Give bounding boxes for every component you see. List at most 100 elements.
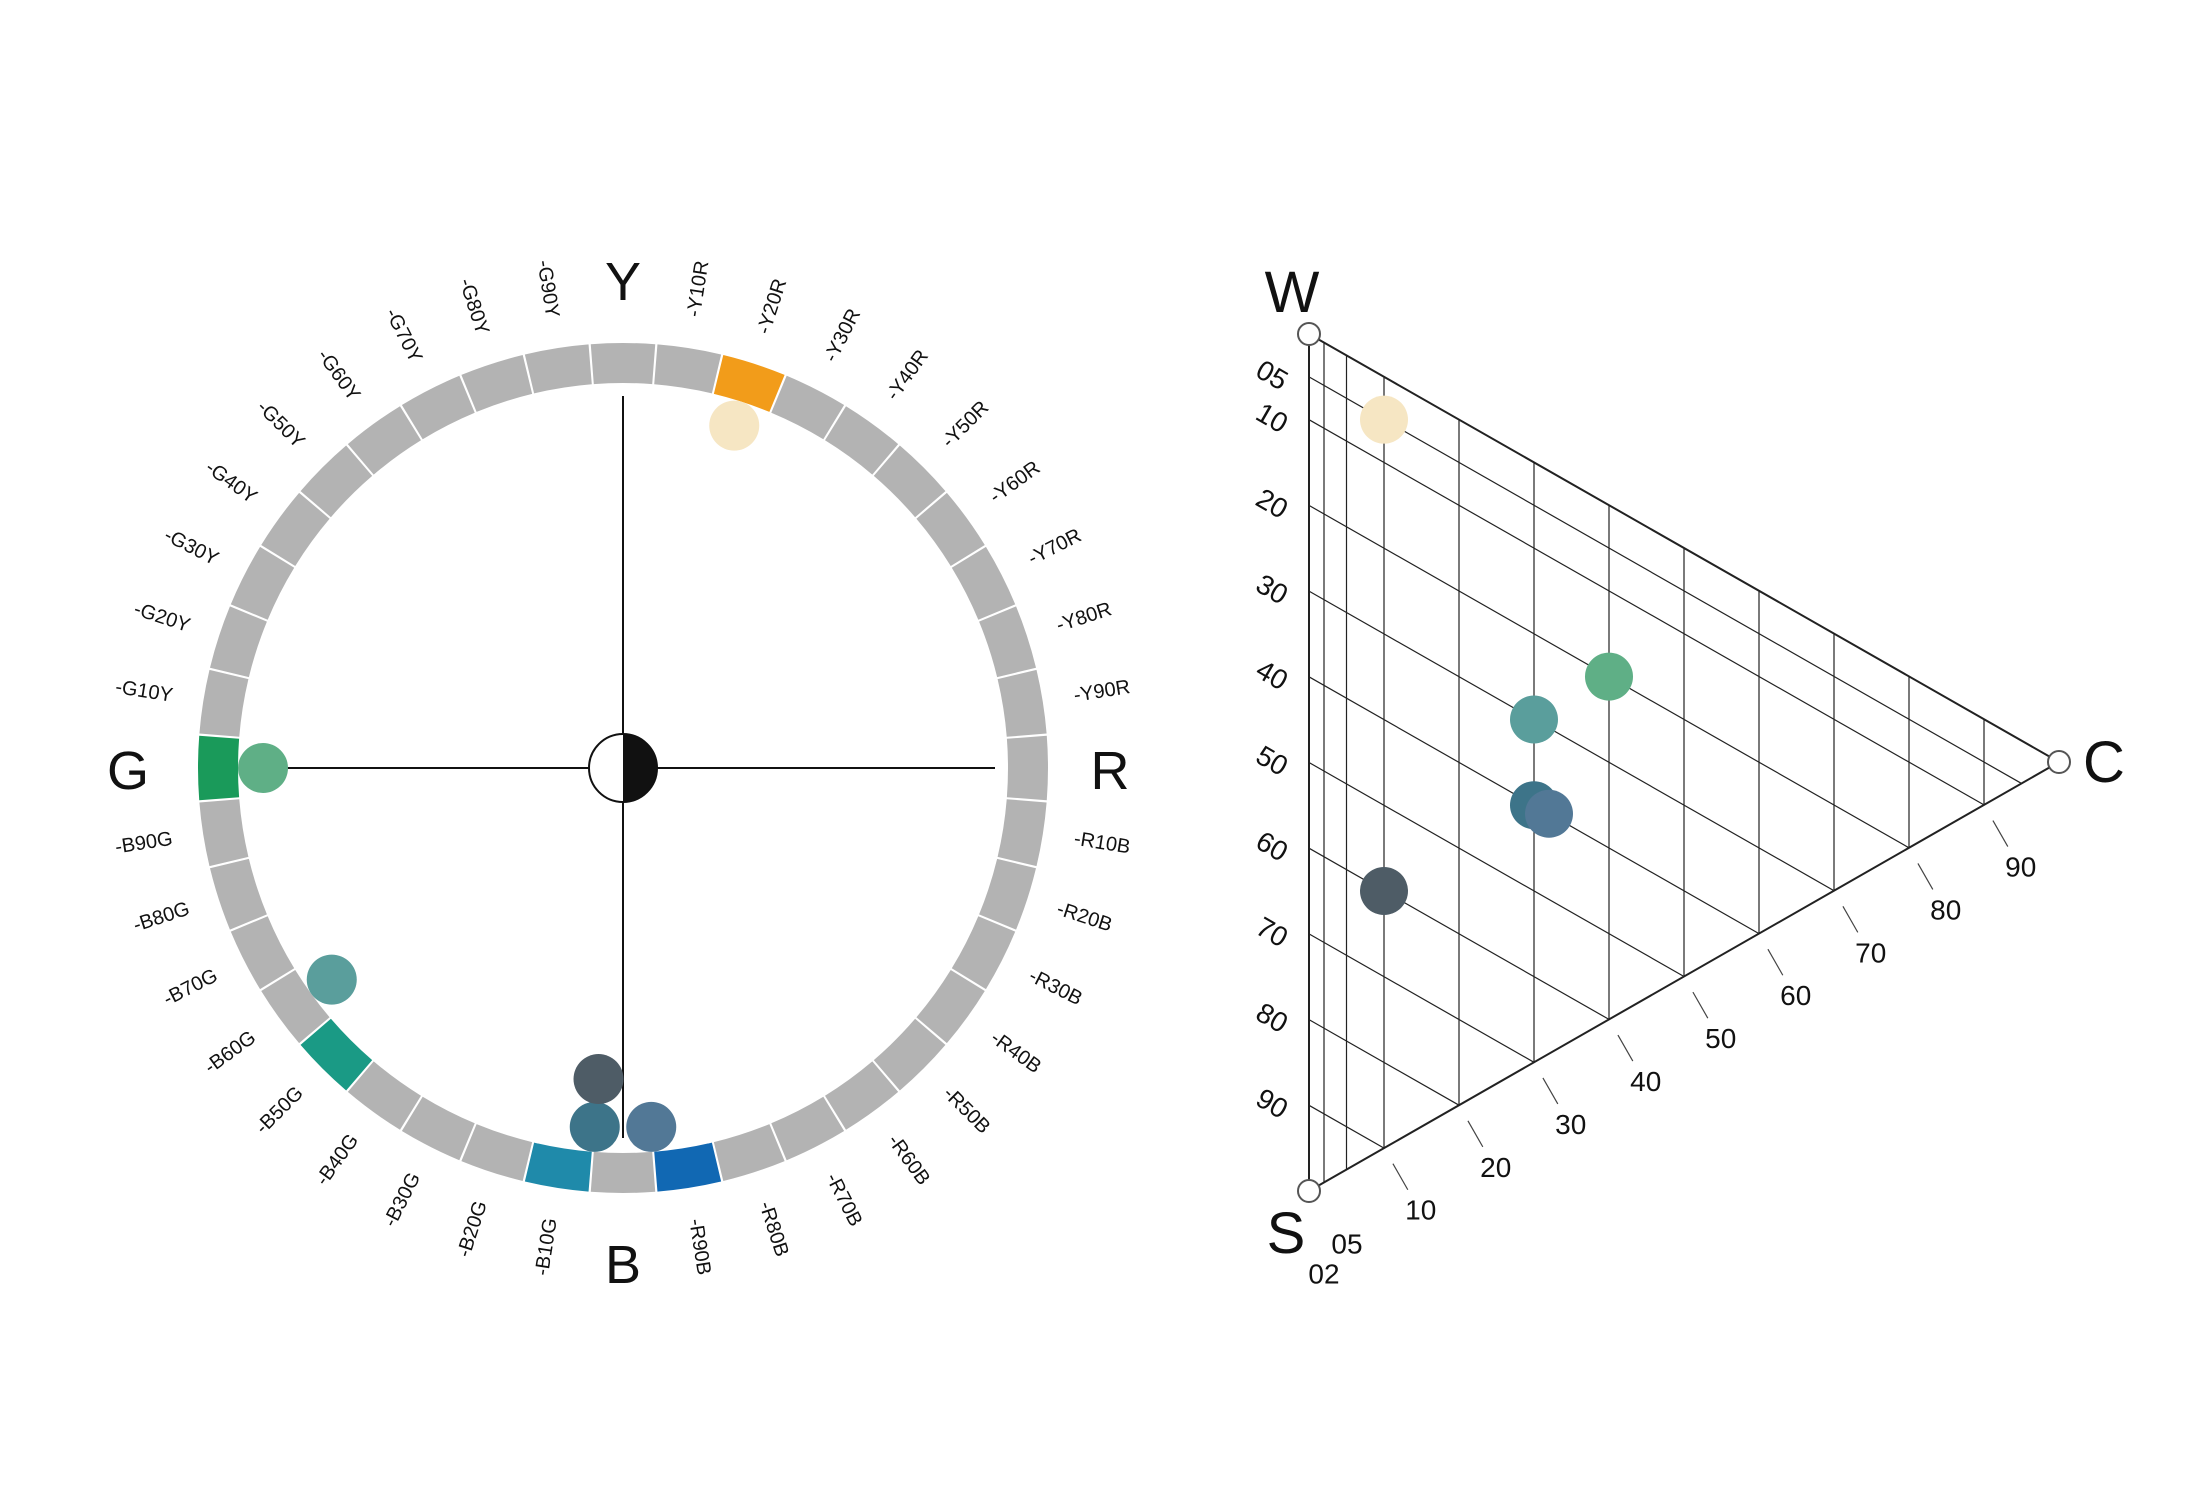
- pole-label-g: G: [107, 741, 149, 801]
- hue-label: -B40G: [311, 1130, 363, 1190]
- nuance-triangle: 0510203040506070809002051020304050607080…: [1251, 260, 2125, 1289]
- chromaticness-tick-label: 20: [1480, 1152, 1511, 1183]
- nuance-point: [1525, 789, 1573, 838]
- hue-label: -Y40R: [882, 346, 933, 405]
- hue-segment: [461, 355, 533, 412]
- pole-label-r: R: [1091, 741, 1130, 801]
- hue-segment: [1006, 735, 1049, 801]
- hue-label: -B20G: [453, 1198, 492, 1260]
- hue-label: -Y20R: [753, 276, 791, 337]
- blackness-gridline: [1308, 1104, 1385, 1149]
- blackness-tick-label: 20: [1251, 482, 1293, 524]
- hue-segment: [401, 375, 475, 440]
- hue-segment: [825, 406, 899, 475]
- nuance-point: [1360, 867, 1408, 915]
- hue-label: -G90Y: [532, 259, 563, 320]
- hue-color-dot: [709, 400, 760, 451]
- chromaticness-tick-label: 80: [1930, 894, 1961, 925]
- chromaticness-tick: [1767, 948, 1784, 976]
- chromaticness-tick: [1917, 863, 1934, 890]
- hue-label: -B10G: [531, 1217, 562, 1278]
- chromaticness-tick-label: 50: [1705, 1023, 1736, 1054]
- hue-segment: [979, 858, 1036, 930]
- hue-segment: [873, 1018, 946, 1091]
- hue-cross-axes: [263, 396, 995, 1138]
- triangle-ticks: 0510203040506070809002051020304050607080…: [1251, 354, 2036, 1290]
- hue-label: -R70B: [821, 1170, 866, 1231]
- hue-label: -G60Y: [313, 345, 365, 405]
- hue-segment: [524, 344, 592, 394]
- hue-label: -R10B: [1072, 828, 1131, 859]
- blackness-gridline: [1308, 933, 1535, 1063]
- hue-segment: [230, 916, 295, 990]
- hue-segment: [590, 1151, 656, 1194]
- hue-label: -G30Y: [160, 524, 221, 570]
- corner-label-s: S: [1267, 1201, 1306, 1266]
- chromaticness-tick-label: 05: [1331, 1228, 1362, 1259]
- blackness-tick-label: 05: [1251, 354, 1293, 396]
- hue-label: -Y60R: [986, 457, 1045, 508]
- hue-color-dot: [626, 1101, 677, 1152]
- hue-segment: [916, 492, 985, 566]
- chromaticness-tick-label: 60: [1780, 980, 1811, 1011]
- hue-color-dots: [238, 400, 760, 1152]
- hue-circle: -Y10R -Y20R -Y30R -Y40R-Y50R-Y60R -Y70R -Y80R…: [107, 252, 1132, 1295]
- hue-label: -B60G: [200, 1027, 260, 1079]
- hue-segment: [979, 606, 1036, 678]
- hue-segment: [300, 445, 373, 518]
- hue-segment: [261, 492, 330, 566]
- hue-segment: [951, 916, 1016, 990]
- hue-label: -G50Y: [252, 396, 308, 452]
- hue-segment: [461, 1124, 533, 1181]
- pole-label-b: B: [605, 1235, 641, 1295]
- chromaticness-tick: [1617, 1034, 1634, 1062]
- hue-label: -R30B: [1025, 965, 1086, 1010]
- hue-segment: [261, 970, 330, 1044]
- hue-label: -R80B: [754, 1199, 792, 1260]
- hue-label: -R50B: [939, 1083, 995, 1139]
- hue-segments: [198, 343, 1049, 1194]
- hue-label: -Y70R: [1025, 525, 1086, 570]
- hue-label: -Y90R: [1072, 676, 1131, 707]
- blackness-gridline: [1308, 847, 1610, 1020]
- hue-segment: [654, 344, 722, 394]
- hue-label: -Y10R: [683, 259, 714, 318]
- chromaticness-tick: [1542, 1077, 1559, 1105]
- hue-segment: [916, 970, 985, 1044]
- hue-label: -B80G: [131, 898, 193, 937]
- hue-label: -B30G: [379, 1169, 425, 1230]
- corner-marker-c: [2047, 750, 2071, 774]
- corner-label-w: W: [1265, 260, 1320, 325]
- hue-segment: [401, 1096, 475, 1161]
- blackness-tick-label: 10: [1251, 397, 1293, 439]
- chromaticness-tick-label: 40: [1630, 1066, 1661, 1097]
- pole-label-y: Y: [605, 252, 641, 312]
- hue-label: -G70Y: [381, 305, 427, 366]
- blackness-tick-label: 80: [1251, 997, 1293, 1039]
- hue-segment: [347, 1061, 421, 1130]
- chromaticness-tick-label: 10: [1405, 1195, 1436, 1226]
- hue-segment: [771, 375, 845, 440]
- nuance-point: [1360, 395, 1408, 444]
- hue-label: -R40B: [986, 1027, 1045, 1078]
- triangle-color-points: [1360, 395, 1633, 915]
- blackness-gridline: [1308, 590, 1835, 892]
- hue-label: -Y80R: [1054, 598, 1115, 636]
- hue-segment: [771, 1096, 845, 1161]
- hue-segment: [210, 606, 267, 678]
- blackness-tick-label: 40: [1251, 654, 1293, 696]
- hue-segment: [825, 1061, 899, 1130]
- hue-segment: [997, 669, 1047, 737]
- hue-color-dot: [238, 743, 288, 793]
- hue-segment: [951, 546, 1016, 620]
- hue-label: -G10Y: [114, 676, 175, 707]
- hue-label: -G40Y: [201, 456, 261, 508]
- hue-label: -B50G: [251, 1082, 307, 1138]
- chromaticness-tick-label: 30: [1555, 1109, 1586, 1140]
- hue-label: -Y50R: [938, 397, 994, 453]
- blackness-tick-label: 50: [1251, 739, 1293, 781]
- hue-label: -R60B: [883, 1131, 934, 1190]
- hue-segment-highlighted: [524, 1142, 592, 1192]
- hue-segment: [873, 445, 946, 518]
- hue-color-dot: [573, 1054, 624, 1105]
